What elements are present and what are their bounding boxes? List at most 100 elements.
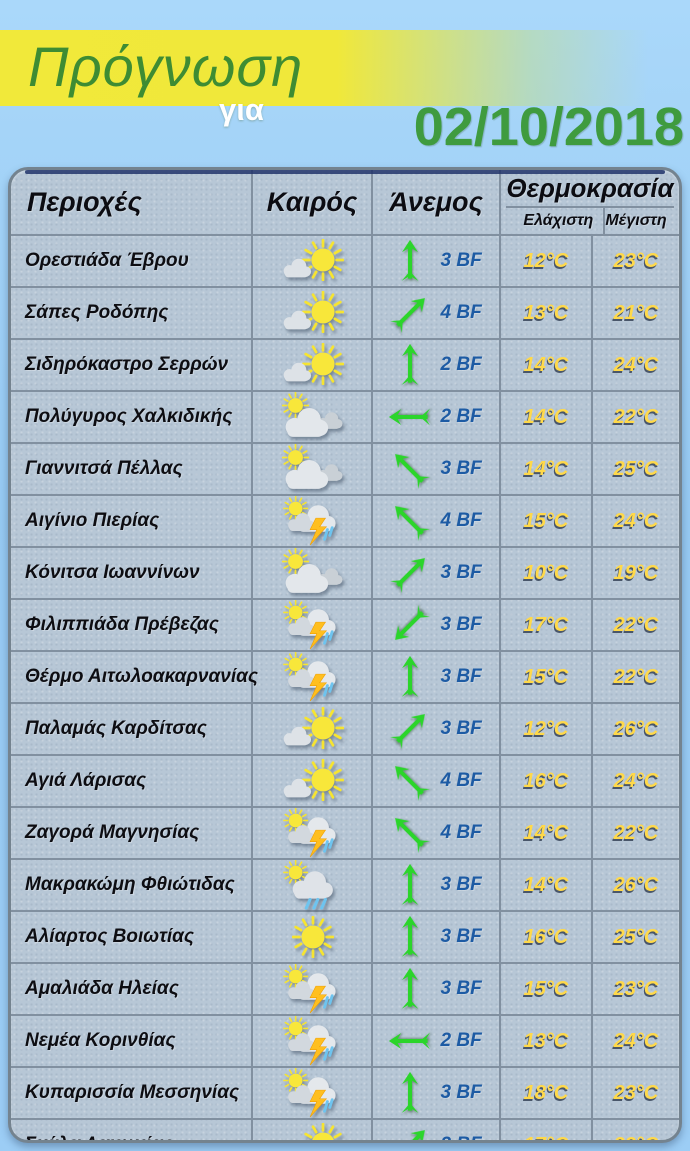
temp-min: 14°C (523, 353, 569, 376)
wind-speed: 4 BF (440, 302, 482, 323)
wind-direction-arrow-icon (388, 1018, 432, 1064)
wind-direction-arrow-icon (388, 862, 432, 908)
wind-direction-arrow-icon (388, 758, 432, 804)
temp-min: 16°C (523, 925, 569, 948)
table-row: Αιγίνιο Πιερίας 4 BF 15°C 24°C (11, 494, 679, 546)
wind-cell: 3 BF (373, 860, 501, 910)
table-row: Αλίαρτος Βοιωτίας 3 BF 16°C 25°C (11, 910, 679, 962)
temp-max: 22°C (613, 665, 659, 688)
region-name: Ορεστιάδα Έβρου (11, 236, 253, 286)
region-name: Θέρμο Αιτωλοακαρνανίας (11, 652, 258, 702)
region-name: Μακρακώμη Φθιώτιδας (11, 860, 253, 910)
region-name: Κυπαρισσία Μεσσηνίας (11, 1068, 253, 1118)
wind-speed: 3 BF (440, 874, 482, 895)
wind-speed: 2 BF (441, 1134, 485, 1140)
region-name: Γιαννιτσά Πέλλας (11, 444, 253, 494)
temp-min-cell: 14°C (501, 340, 593, 390)
wind-direction-arrow-icon (388, 446, 432, 492)
temp-min: 14°C (523, 457, 569, 480)
temp-max-cell: 25°C (593, 444, 679, 494)
temp-max: 25°C (613, 925, 659, 948)
temp-max: 24°C (613, 509, 659, 532)
weather-icon-mostly-sunny (280, 704, 344, 754)
column-header-weather: Καιρός (253, 170, 373, 234)
temp-max: 26°C (613, 873, 659, 896)
temp-max: 24°C (613, 1029, 659, 1052)
table-row: Θέρμο Αιτωλοακαρνανίας 3 BF 15°C 22°C (11, 650, 679, 702)
wind-cell: 3 BF (373, 548, 501, 598)
weather-cell (253, 392, 373, 442)
wind-speed: 3 BF (440, 926, 482, 947)
weather-icon-partly-cloudy (280, 444, 344, 494)
temp-min-cell: 15°C (501, 496, 593, 546)
wind-direction-arrow-icon (388, 290, 432, 336)
weather-cell (253, 340, 373, 390)
temp-max-cell: 23°C (593, 236, 679, 286)
temp-min: 18°C (523, 1081, 569, 1104)
table-body: Ορεστιάδα Έβρου 3 BF 12°C 23°C Σάπες Ροδ… (11, 234, 679, 1143)
temp-max-cell: 24°C (593, 496, 679, 546)
wind-speed: 4 BF (440, 822, 482, 843)
temp-min: 13°C (523, 1029, 569, 1052)
wind-speed: 4 BF (440, 510, 482, 531)
wind-cell: 4 BF (373, 288, 501, 338)
temp-min-cell: 15°C (501, 652, 593, 702)
temp-min: 12°C (523, 717, 569, 740)
weather-cell (253, 860, 373, 910)
temp-max-cell: 26°C (593, 860, 679, 910)
temp-max-cell: 21°C (593, 288, 679, 338)
temp-max: 21°C (613, 301, 659, 324)
weather-icon-mostly-sunny (280, 1120, 344, 1143)
temp-min-cell: 18°C (501, 1068, 593, 1118)
temp-min-cell: 15°C (501, 964, 593, 1014)
weather-cell (253, 808, 373, 858)
wind-direction-arrow-icon (388, 602, 432, 648)
column-header-temperature-group: Θερμοκρασία Ελάχιστη Μέγιστη (501, 170, 679, 234)
column-header-regions: Περιοχές (11, 170, 253, 234)
wind-cell: 4 BF (373, 808, 501, 858)
temp-min: 16°C (523, 769, 569, 792)
temp-min: 14°C (523, 405, 569, 428)
temp-min: 10°C (523, 561, 569, 584)
weather-cell (253, 496, 373, 546)
for-label: για (219, 92, 264, 127)
wind-cell: 2 BF (373, 1016, 501, 1066)
forecast-date: 02/10/2018 (413, 97, 684, 157)
title-banner (0, 30, 648, 106)
temp-min-cell: 12°C (501, 236, 593, 286)
temp-max: 23°C (613, 977, 659, 1000)
table-row: Αμαλιάδα Ηλείας 3 BF 15°C 23°C (11, 962, 679, 1014)
temp-min-cell: 16°C (501, 912, 593, 962)
wind-direction-arrow-icon (388, 550, 432, 596)
table-row: Ζαγορά Μαγνησίας 4 BF 14°C 22°C (11, 806, 679, 858)
wind-cell: 3 BF (373, 652, 501, 702)
weather-icon-rain (280, 860, 344, 910)
temp-max-cell: 22°C (593, 652, 679, 702)
temp-min-cell: 13°C (501, 288, 593, 338)
weather-cell (253, 444, 373, 494)
temp-min-cell: 12°C (501, 704, 593, 754)
temp-min: 17°C (524, 1134, 569, 1141)
wind-direction-arrow-icon (388, 914, 432, 960)
weather-icon-thunderstorm (280, 808, 344, 858)
weather-icon-thunderstorm (280, 1016, 344, 1066)
temp-min: 12°C (523, 249, 569, 272)
weather-cell (253, 1068, 373, 1118)
weather-icon-partly-cloudy (280, 392, 344, 442)
temp-max: 23°C (613, 249, 659, 272)
wind-cell: 2 BF (373, 392, 501, 442)
table-row: Παλαμάς Καρδίτσας 3 BF 12°C 26°C (11, 702, 679, 754)
column-header-wind: Άνεμος (373, 170, 501, 234)
weather-icon-partly-cloudy (280, 548, 344, 598)
region-name: Σάπες Ροδόπης (11, 288, 253, 338)
wind-speed: 3 BF (440, 562, 482, 583)
weather-cell (253, 652, 373, 702)
table-row: Κόνιτσα Ιωαννίνων 3 BF 10°C 19°C (11, 546, 679, 598)
region-name: Κόνιτσα Ιωαννίνων (11, 548, 253, 598)
weather-icon-mostly-sunny (280, 340, 344, 390)
weather-cell (253, 1120, 373, 1143)
weather-icon-thunderstorm (280, 652, 344, 702)
temp-max: 19°C (613, 561, 659, 584)
table-row: Ορεστιάδα Έβρου 3 BF 12°C 23°C (11, 234, 679, 286)
temp-min: 17°C (523, 613, 569, 636)
